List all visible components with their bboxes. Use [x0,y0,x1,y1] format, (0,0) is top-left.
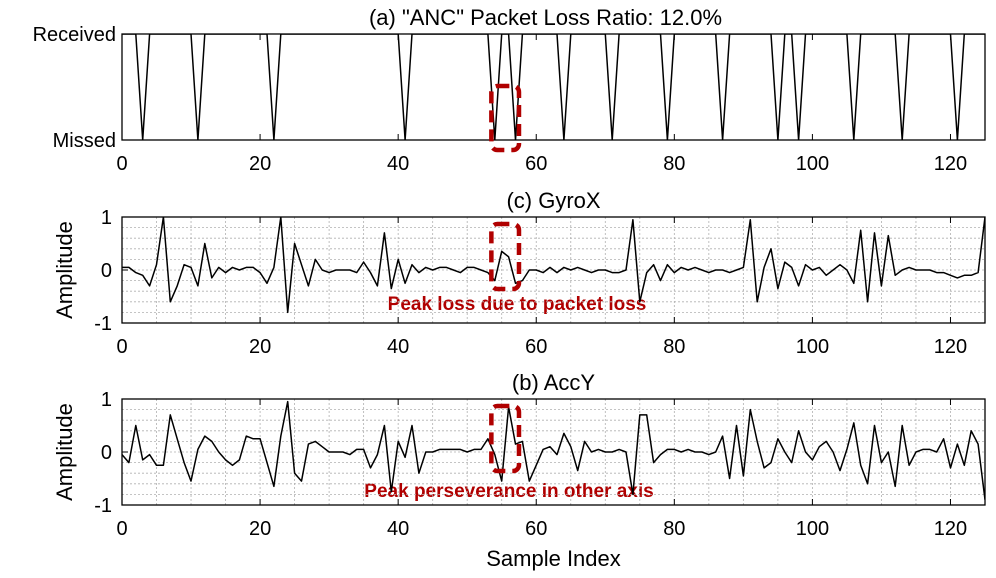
x-tick-label: 60 [525,153,547,175]
x-tick-label: 40 [387,518,409,540]
panel-c-title: (c) GyroX [506,188,600,213]
x-tick-label: 0 [116,336,127,358]
x-tick-label: 80 [663,518,685,540]
panel-b-ylabel: Amplitude [52,403,77,501]
x-tick-label: 80 [663,153,685,175]
panel-a-title: (a) "ANC" Packet Loss Ratio: 12.0% [369,5,722,30]
x-axis-label: Sample Index [486,546,621,571]
series-line [122,34,985,140]
x-tick-label: 0 [116,153,127,175]
panel-packet-loss: (a) "ANC" Packet Loss Ratio: 12.0% 0 20 40… [33,5,986,175]
x-tick-label: 60 [525,518,547,540]
highlight-box [489,221,522,292]
axes-frame [121,33,986,141]
x-tick-label: 120 [934,336,967,358]
panel-accy: (b) AccY Amplitude Peak perseverance in … [52,370,986,571]
highlight-box [489,403,522,474]
y-tick-label: Received [33,24,116,46]
y-tick-label: 0 [101,442,112,464]
x-tick-label: 20 [249,518,271,540]
panel-b-title: (b) AccY [512,370,595,395]
x-tick-label: 100 [796,153,829,175]
x-tick-label: 120 [934,153,967,175]
panel-b-annotation: Peak perseverance in other axis [364,481,653,502]
y-tick-label: 1 [101,207,112,229]
x-tick-label: 120 [934,518,967,540]
series-line [122,400,985,500]
x-tick-label: 100 [796,518,829,540]
panel-gyrox: (c) GyroX Amplitude Peak loss due to pac… [52,188,986,358]
x-tick-label: 60 [525,336,547,358]
panel-c-annotation: Peak loss due to packet loss [388,294,647,315]
series-line [122,217,985,314]
y-tick-label: 1 [101,389,112,411]
y-tick-label: 0 [101,260,112,282]
x-tick-label: 80 [663,336,685,358]
highlight-box [489,83,522,153]
panel-c-ylabel: Amplitude [52,221,77,319]
x-tick-label: 0 [116,518,127,540]
x-tick-label: 40 [387,153,409,175]
y-tick-label: -1 [94,313,112,335]
x-tick-label: 100 [796,336,829,358]
y-tick-label: -1 [94,495,112,517]
x-tick-label: 40 [387,336,409,358]
y-tick-label: Missed [53,130,116,152]
x-tick-label: 20 [249,336,271,358]
x-tick-label: 20 [249,153,271,175]
